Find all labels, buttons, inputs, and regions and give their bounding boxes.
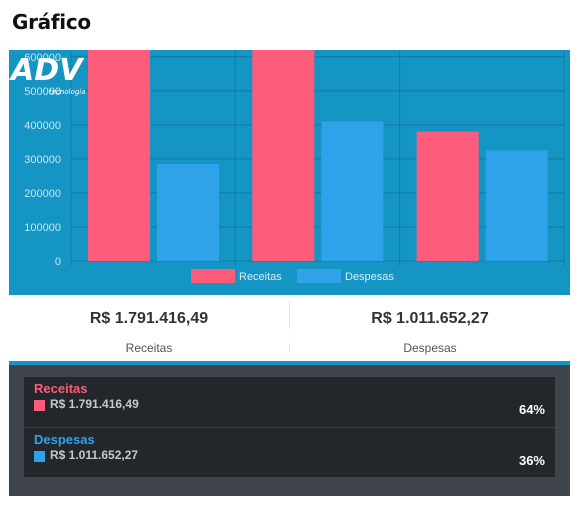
- y-tick-label: 400000: [24, 120, 61, 132]
- bar-receitas: [88, 50, 150, 261]
- y-tick-label: 200000: [24, 188, 61, 200]
- y-tick-label: 0: [55, 256, 61, 268]
- adv-logo: ADV tecnologia: [9, 53, 85, 96]
- bar-despesas: [321, 121, 384, 261]
- page-title: Gráfico: [12, 10, 91, 34]
- total-despesas-value: R$ 1.011.652,27: [371, 310, 489, 327]
- summary-despesas-amount: R$ 1.011.652,27: [50, 448, 139, 462]
- bar-despesas: [485, 150, 548, 261]
- total-receitas: R$ 1.791.416,49 Receitas: [9, 295, 289, 360]
- summary-receitas-name: Receitas: [34, 381, 88, 396]
- divider: [289, 301, 290, 329]
- bar-receitas: [252, 50, 315, 261]
- legend-label: Despesas: [345, 271, 394, 283]
- total-despesas-label: Despesas: [403, 341, 457, 355]
- y-tick-label: 300000: [24, 154, 61, 166]
- bar-receitas: [416, 131, 479, 261]
- bar-despesas: [157, 164, 219, 261]
- totals-section: R$ 1.791.416,49 Receitas R$ 1.011.652,27…: [9, 295, 570, 360]
- y-tick-label: 500000: [24, 86, 61, 98]
- legend-swatch: [191, 269, 235, 283]
- legend-label: Receitas: [239, 271, 282, 283]
- summary-receitas-percent: 64%: [518, 402, 545, 417]
- logo-subtext: tecnologia: [49, 88, 85, 96]
- summary-receitas-amount: R$ 1.791.416,49: [50, 397, 139, 411]
- chart-panel: 0 100000 200000 300000 400000 500000 600000 Rec…: [9, 50, 570, 295]
- legend-swatch: [297, 269, 341, 283]
- summary-row-receitas: Receitas R$ 1.791.416,49 64%: [24, 377, 555, 427]
- summary-despesas-name: Despesas: [34, 432, 95, 447]
- summary-list: Receitas R$ 1.791.416,49 64% Despesas R$…: [24, 377, 555, 477]
- summary-row-despesas: Despesas R$ 1.011.652,27 36%: [24, 428, 555, 478]
- bar-chart: 0 100000 200000 300000 400000 500000 600000 Rec…: [24, 50, 565, 283]
- chart-card: 0 100000 200000 300000 400000 500000 600000 Rec…: [9, 50, 570, 512]
- total-despesas: R$ 1.011.652,27 Despesas: [290, 295, 570, 360]
- summary-panel: Receitas R$ 1.791.416,49 64% Despesas R$…: [9, 361, 570, 496]
- divider: [289, 343, 290, 353]
- total-receitas-value: R$ 1.791.416,49: [89, 310, 209, 327]
- despesas-swatch: [34, 451, 45, 462]
- logo-text: ADV: [9, 53, 85, 88]
- summary-despesas-percent: 36%: [518, 453, 545, 468]
- receitas-swatch: [34, 400, 45, 411]
- y-tick-label: 600000: [24, 52, 61, 64]
- y-tick-label: 100000: [24, 222, 61, 234]
- total-receitas-label: Receitas: [125, 341, 173, 355]
- row-divider: [24, 427, 555, 428]
